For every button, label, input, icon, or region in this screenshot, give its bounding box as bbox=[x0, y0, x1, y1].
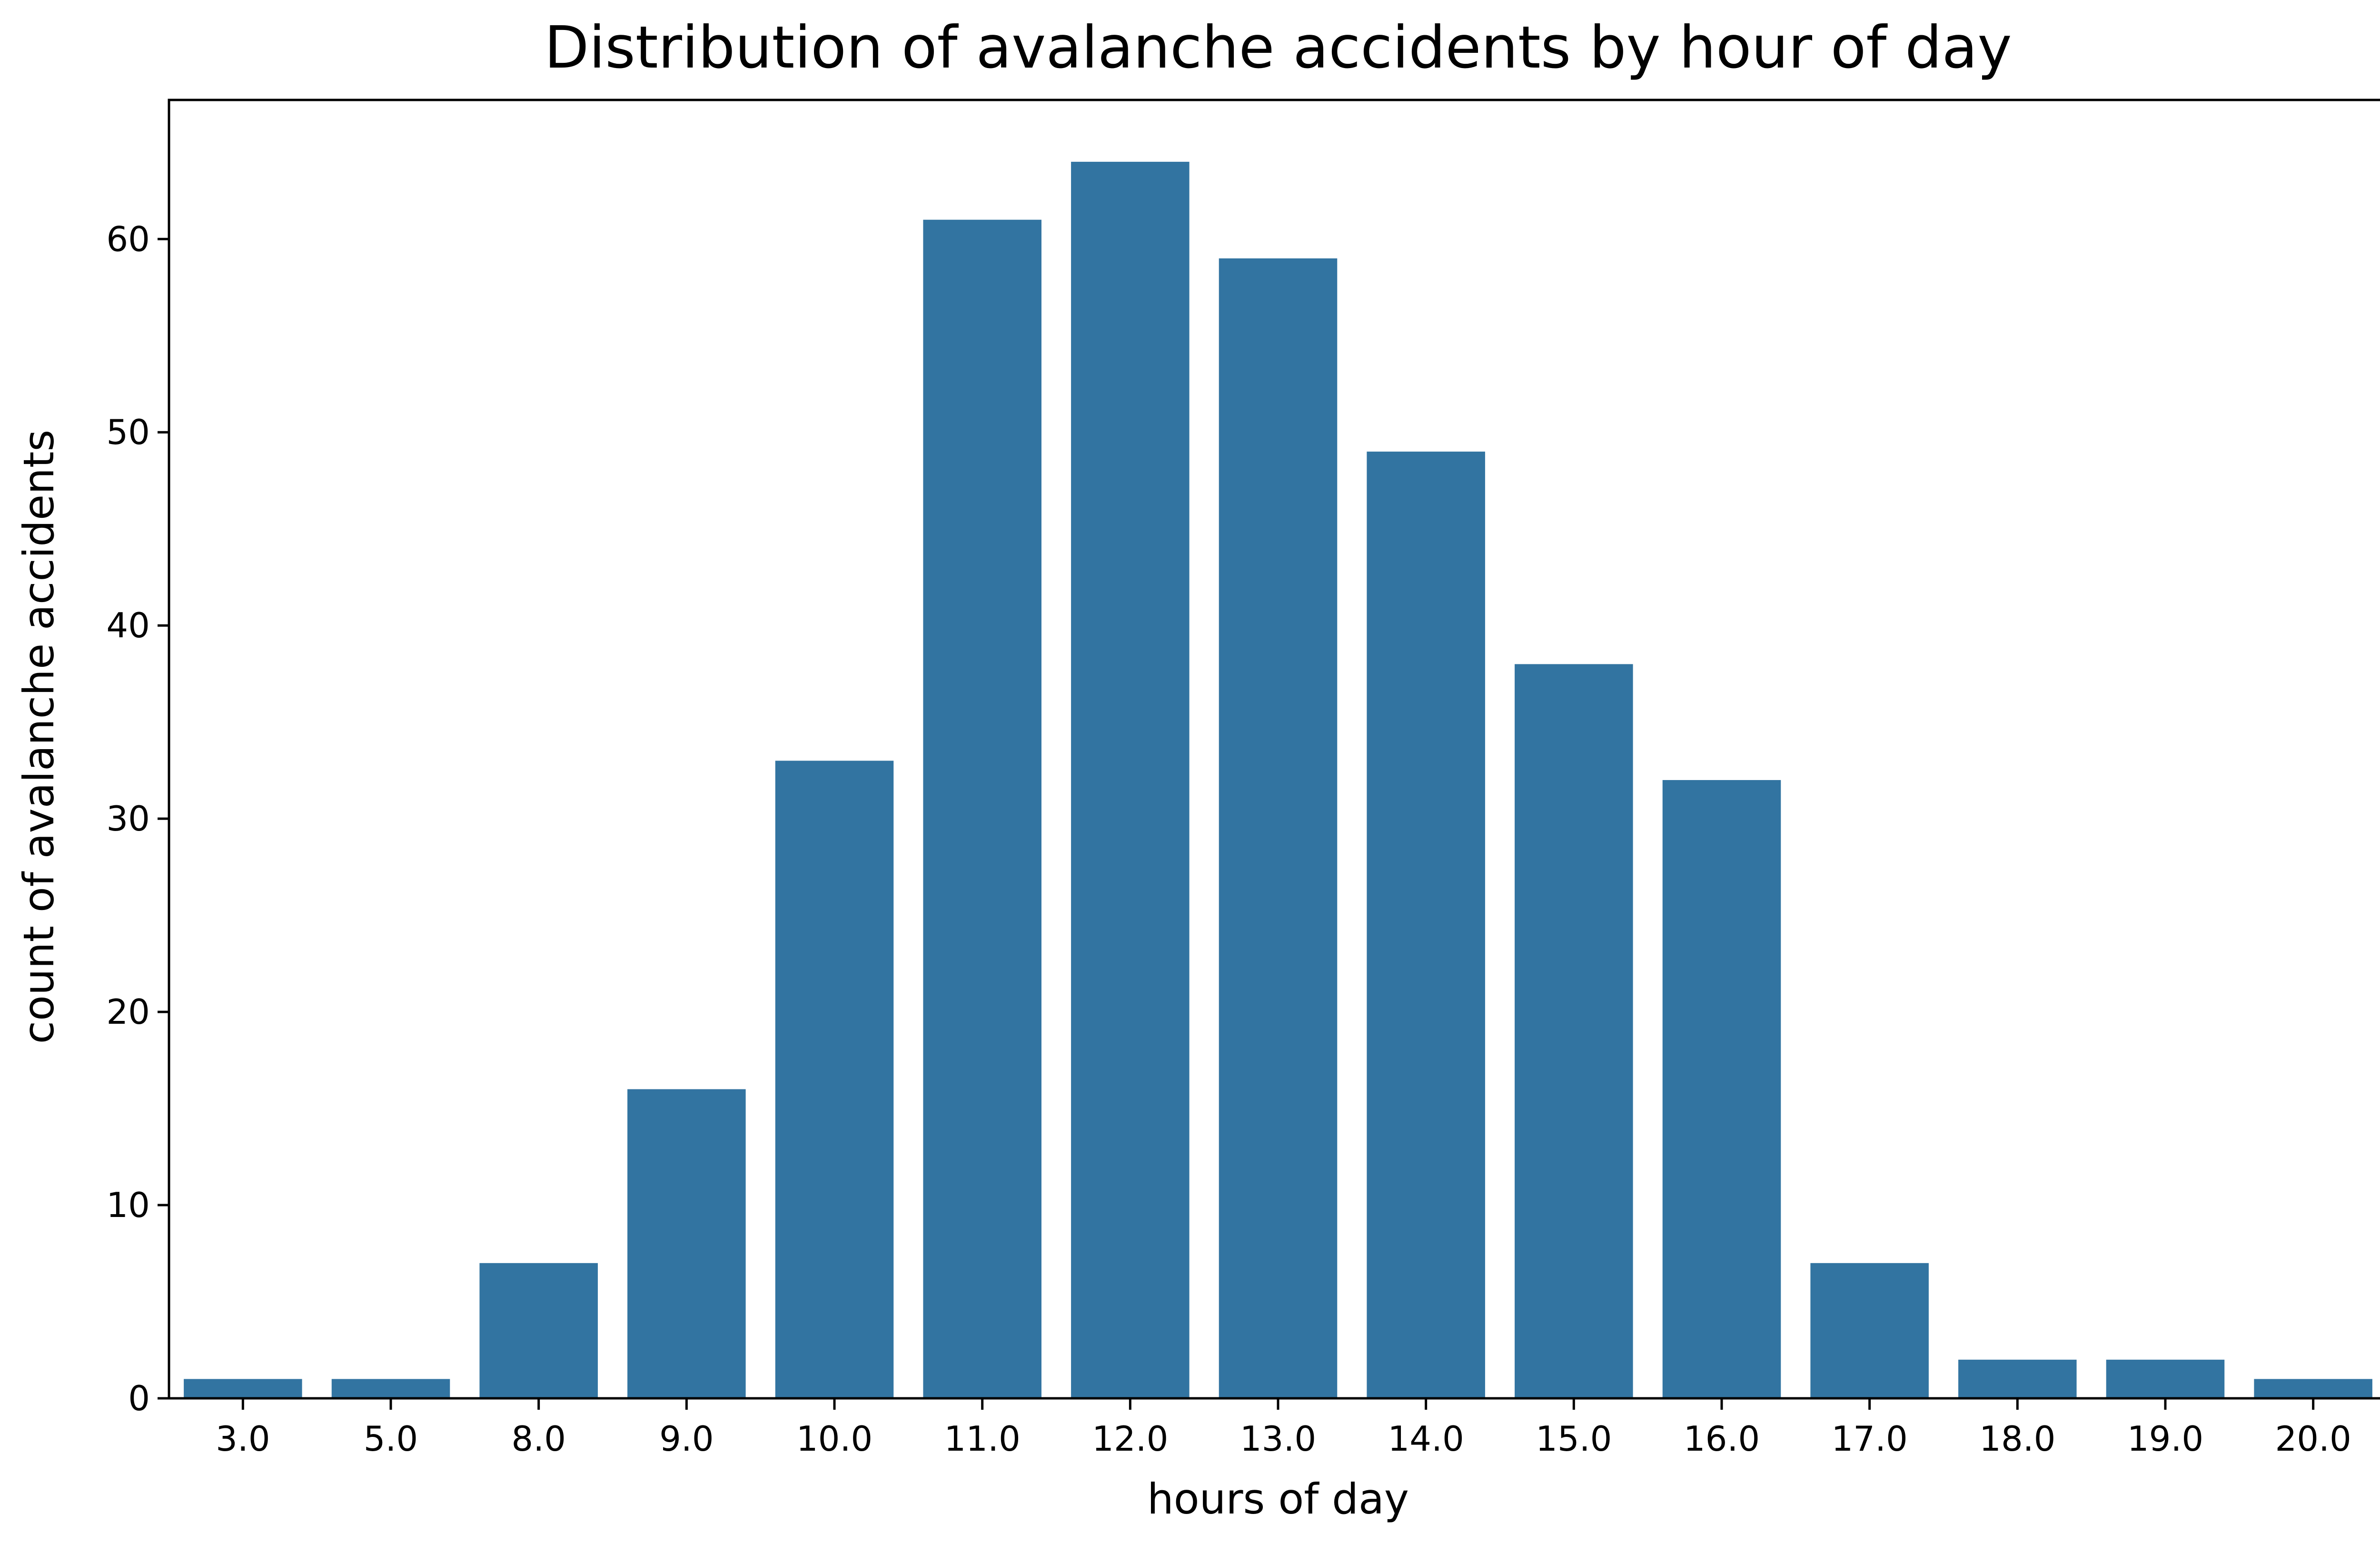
y-tick-label: 30 bbox=[106, 799, 150, 839]
x-tick-label: 17.0 bbox=[1832, 1419, 1908, 1459]
bar-3.0 bbox=[184, 1379, 302, 1398]
x-tick-label: 9.0 bbox=[659, 1419, 714, 1459]
bar-5.0 bbox=[331, 1379, 450, 1398]
x-tick-label: 13.0 bbox=[1240, 1419, 1316, 1459]
x-tick-label: 20.0 bbox=[2275, 1419, 2351, 1459]
bar-13.0 bbox=[1219, 258, 1338, 1399]
x-axis-label: hours of day bbox=[1147, 1474, 1409, 1523]
y-tick-label: 50 bbox=[106, 412, 150, 452]
y-tick-label: 40 bbox=[106, 605, 150, 645]
x-tick-label: 5.0 bbox=[364, 1419, 418, 1459]
x-tick-label: 15.0 bbox=[1536, 1419, 1612, 1459]
bar-20.0 bbox=[2254, 1379, 2372, 1398]
bars-layer bbox=[184, 161, 2372, 1399]
bar-9.0 bbox=[627, 1089, 746, 1398]
chart-title: Distribution of avalanche accidents by h… bbox=[544, 14, 2012, 81]
bar-17.0 bbox=[1810, 1263, 1929, 1398]
y-tick-label: 0 bbox=[128, 1378, 150, 1418]
bar-8.0 bbox=[479, 1263, 598, 1398]
bar-10.0 bbox=[775, 761, 894, 1398]
bar-18.0 bbox=[1958, 1359, 2077, 1398]
bar-14.0 bbox=[1367, 451, 1485, 1399]
x-tick-label: 19.0 bbox=[2127, 1419, 2203, 1459]
y-axis-label: count of avalanche accidents bbox=[14, 430, 63, 1044]
x-tick-label: 16.0 bbox=[1684, 1419, 1760, 1459]
bar-19.0 bbox=[2106, 1359, 2225, 1398]
bar-15.0 bbox=[1515, 664, 1633, 1398]
y-tick-label: 10 bbox=[106, 1185, 150, 1225]
y-tick-label: 60 bbox=[106, 219, 150, 259]
x-tick-label: 12.0 bbox=[1092, 1419, 1168, 1459]
x-axis-ticks: 3.0 5.0 8.0 9.0 10.0 11.0 12.0 13.0 14.0 15.0 16.0… bbox=[216, 1398, 2351, 1459]
x-tick-label: 8.0 bbox=[511, 1419, 566, 1459]
x-tick-label: 3.0 bbox=[216, 1419, 270, 1459]
bar-11.0 bbox=[923, 219, 1041, 1399]
x-tick-label: 11.0 bbox=[944, 1419, 1021, 1459]
bar-12.0 bbox=[1071, 161, 1190, 1398]
plot-frame bbox=[168, 99, 2380, 1400]
x-tick-label: 18.0 bbox=[1979, 1419, 2055, 1459]
x-tick-label: 10.0 bbox=[796, 1419, 873, 1459]
y-tick-label: 20 bbox=[106, 992, 150, 1032]
bar-16.0 bbox=[1662, 780, 1781, 1398]
y-axis-ticks: 0 10 20 30 40 50 60 bbox=[106, 219, 169, 1418]
x-tick-label: 14.0 bbox=[1388, 1419, 1464, 1459]
